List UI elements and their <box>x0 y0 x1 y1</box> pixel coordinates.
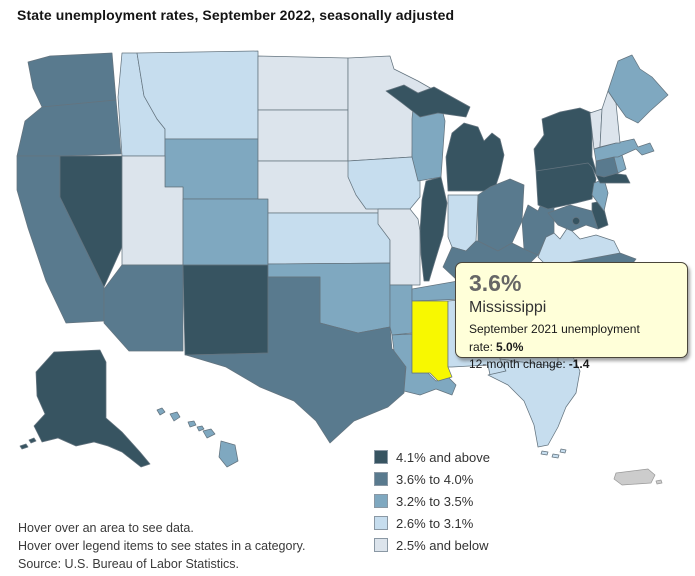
legend-item-c4[interactable]: 3.6% to 4.0% <box>374 468 490 490</box>
state-ms[interactable] <box>411 300 453 382</box>
tooltip-change: 12-month change: -1.4 <box>469 357 590 372</box>
map-legend: 4.1% and above 3.6% to 4.0% 3.2% to 3.5% 2.… <box>374 446 490 556</box>
legend-item-c5[interactable]: 4.1% and above <box>374 446 490 468</box>
note-hover-legend: Hover over legend items to see states in… <box>18 539 306 553</box>
legend-item-c2[interactable]: 2.6% to 3.1% <box>374 512 490 534</box>
legend-label: 3.6% to 4.0% <box>396 471 474 487</box>
legend-label: 3.2% to 3.5% <box>396 493 474 509</box>
legend-item-c1[interactable]: 2.5% and below <box>374 534 490 556</box>
state-ma[interactable] <box>593 138 655 162</box>
state-in[interactable] <box>447 194 479 252</box>
state-sd[interactable] <box>257 109 349 162</box>
legend-swatch-icon <box>374 516 388 530</box>
state-me[interactable] <box>607 54 669 124</box>
page-title: State unemployment rates, September 2022… <box>17 7 455 23</box>
state-ar[interactable] <box>389 284 413 336</box>
legend-label: 4.1% and above <box>396 449 490 465</box>
tooltip-prev-rate: September 2021 unemployment rate: 5.0% <box>469 322 640 354</box>
state-pr[interactable] <box>613 468 663 486</box>
state-tx[interactable] <box>185 276 407 444</box>
legend-label: 2.6% to 3.1% <box>396 515 474 531</box>
legend-swatch-icon <box>374 450 388 464</box>
state-nd[interactable] <box>257 55 349 111</box>
state-md[interactable] <box>547 204 599 232</box>
note-source: Source: U.S. Bureau of Labor Statistics. <box>18 557 239 571</box>
map-tooltip: 3.6% Mississippi September 2021 unemploy… <box>455 262 688 371</box>
state-dc[interactable] <box>572 217 581 225</box>
state-co[interactable] <box>182 198 269 266</box>
state-hi[interactable] <box>156 407 239 468</box>
state-il[interactable] <box>419 176 448 282</box>
state-nm[interactable] <box>182 264 269 356</box>
legend-item-c3[interactable]: 3.2% to 3.5% <box>374 490 490 512</box>
tooltip-state: Mississippi <box>469 299 547 317</box>
state-wa[interactable] <box>27 52 117 108</box>
note-hover-area: Hover over an area to see data. <box>18 521 194 535</box>
legend-label: 2.5% and below <box>396 537 489 553</box>
state-fl[interactable] <box>487 354 581 459</box>
state-ks[interactable] <box>267 212 391 265</box>
state-mi[interactable] <box>385 84 505 192</box>
map-notes: Hover over an area to see data. Hover ov… <box>18 519 305 573</box>
state-or[interactable] <box>16 99 122 157</box>
legend-swatch-icon <box>374 494 388 508</box>
state-mo[interactable] <box>377 208 421 286</box>
state-nv[interactable] <box>59 155 123 288</box>
state-ak[interactable] <box>19 349 151 468</box>
legend-swatch-icon <box>374 538 388 552</box>
state-ny[interactable] <box>533 107 631 184</box>
legend-swatch-icon <box>374 472 388 486</box>
tooltip-rate: 3.6% <box>469 270 522 296</box>
state-az[interactable] <box>103 264 184 352</box>
